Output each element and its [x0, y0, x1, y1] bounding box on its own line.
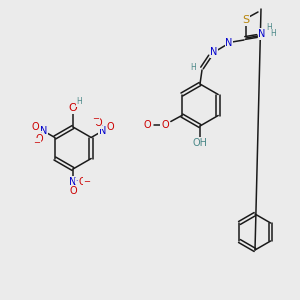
Text: O: O [69, 103, 77, 113]
Text: N: N [210, 47, 218, 57]
Text: O: O [78, 177, 86, 187]
Text: −: − [83, 178, 91, 187]
Text: O: O [143, 119, 151, 130]
Text: O: O [106, 122, 114, 131]
Text: S: S [242, 15, 250, 25]
Text: N: N [99, 126, 106, 136]
Text: N: N [69, 177, 77, 187]
Text: OH: OH [193, 138, 208, 148]
Text: N: N [258, 29, 266, 39]
Text: O: O [69, 186, 77, 196]
Text: +: + [97, 123, 103, 128]
Text: +: + [75, 178, 81, 184]
Text: −: − [92, 114, 99, 123]
Text: H: H [190, 62, 196, 71]
Text: −: − [33, 139, 40, 148]
Text: H: H [270, 29, 276, 38]
Text: H: H [266, 22, 272, 32]
Text: N: N [225, 38, 233, 48]
Text: O: O [32, 122, 40, 131]
Text: O: O [161, 119, 169, 130]
Text: H: H [76, 98, 82, 106]
Text: +: + [38, 132, 44, 137]
Text: N: N [40, 126, 47, 136]
Text: O: O [35, 134, 43, 144]
Text: O: O [94, 118, 102, 128]
